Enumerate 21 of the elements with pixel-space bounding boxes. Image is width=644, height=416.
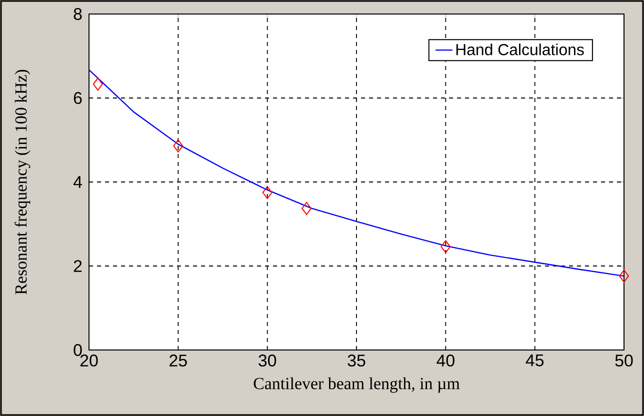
x-tick-label: 25 (170, 354, 187, 367)
point (619, 270, 630, 283)
y-tick-label: 0 (74, 344, 82, 356)
point (302, 202, 312, 215)
x-tick-label: 20 (80, 354, 98, 367)
x-tick-label: 35 (348, 354, 366, 367)
point (440, 240, 451, 254)
point (262, 186, 272, 199)
y-axis-title: Resonant frequency (in 100 kHz) (14, 70, 30, 294)
x-tick-label: 40 (436, 354, 454, 367)
legend-label: Hand Calculations (456, 44, 584, 56)
x-tick-label: 45 (526, 354, 544, 366)
point (173, 139, 184, 152)
y-tick-label: 6 (74, 92, 82, 104)
x-tick-label: 50 (615, 354, 633, 367)
y-tick-label: 4 (73, 176, 82, 188)
y-tick-label: 2 (74, 260, 82, 272)
point (92, 78, 103, 91)
y-tick-label: 8 (74, 8, 82, 20)
x-tick-label: 30 (258, 354, 276, 367)
x-axis-title: Cantilever beam length, in µm (254, 377, 460, 393)
